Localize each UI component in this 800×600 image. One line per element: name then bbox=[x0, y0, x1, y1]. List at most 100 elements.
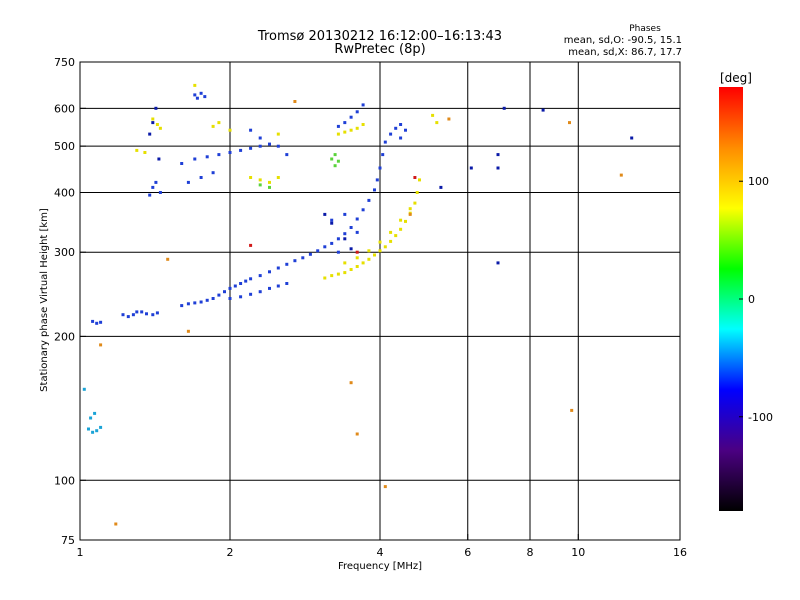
data-point bbox=[131, 313, 135, 317]
data-point bbox=[223, 290, 226, 294]
data-point bbox=[154, 180, 158, 184]
x-tick-label: 16 bbox=[673, 546, 687, 559]
data-point bbox=[199, 176, 203, 179]
data-point bbox=[399, 123, 403, 126]
data-point bbox=[568, 121, 571, 125]
data-point bbox=[361, 208, 365, 212]
data-point bbox=[151, 313, 155, 317]
data-point bbox=[349, 128, 353, 132]
data-point bbox=[148, 193, 152, 197]
data-point bbox=[268, 142, 271, 146]
data-point bbox=[99, 343, 103, 347]
x-axis-ticks: 1 2 4 6 8 10 16 bbox=[77, 534, 687, 559]
colorbar-ticks: 100 0 -100 bbox=[739, 175, 773, 424]
data-point bbox=[95, 429, 99, 433]
data-point bbox=[151, 185, 155, 189]
data-point bbox=[349, 226, 353, 229]
data-point bbox=[228, 151, 232, 154]
data-point bbox=[469, 166, 473, 170]
y-axis-ticks: 75 100 200 300 400 500 600 750 bbox=[54, 56, 86, 547]
data-point bbox=[93, 411, 97, 415]
data-point bbox=[496, 261, 500, 265]
data-point bbox=[355, 265, 359, 268]
data-point bbox=[244, 279, 248, 283]
data-point bbox=[383, 245, 387, 249]
data-point bbox=[249, 176, 253, 179]
data-point bbox=[619, 173, 623, 177]
data-point bbox=[217, 121, 221, 125]
data-point bbox=[126, 315, 130, 319]
data-point bbox=[415, 191, 419, 194]
data-point bbox=[203, 95, 207, 99]
data-point bbox=[343, 237, 347, 241]
data-point bbox=[336, 237, 340, 241]
data-point bbox=[431, 113, 435, 117]
data-point bbox=[394, 126, 398, 130]
x-tick-label: 10 bbox=[571, 546, 585, 559]
data-point bbox=[211, 124, 215, 128]
x-tick-label: 6 bbox=[464, 546, 471, 559]
data-point bbox=[148, 132, 152, 136]
data-point bbox=[276, 176, 280, 179]
data-point bbox=[343, 130, 347, 134]
data-point bbox=[195, 96, 199, 100]
data-point bbox=[233, 284, 237, 288]
data-point bbox=[394, 234, 398, 238]
data-point bbox=[211, 171, 215, 175]
data-point bbox=[541, 108, 545, 112]
stats-line-x: mean, sd,X: 86.7, 17.7 bbox=[568, 47, 682, 58]
data-point bbox=[151, 121, 155, 125]
data-point bbox=[268, 180, 271, 184]
data-point bbox=[413, 176, 417, 179]
data-point bbox=[155, 311, 159, 315]
data-point bbox=[361, 261, 365, 265]
data-point bbox=[355, 126, 359, 130]
data-point bbox=[502, 106, 506, 110]
data-point bbox=[330, 218, 334, 222]
data-point bbox=[630, 136, 634, 140]
x-axis-label: Frequency [MHz] bbox=[338, 561, 422, 572]
data-point bbox=[343, 212, 347, 216]
data-point bbox=[276, 132, 280, 136]
data-point bbox=[355, 432, 359, 436]
data-point bbox=[155, 123, 159, 126]
data-point bbox=[217, 153, 221, 157]
data-point bbox=[87, 427, 90, 431]
chart-title: Tromsø 20130212 16:12:00–16:13:43 bbox=[257, 29, 502, 44]
data-point bbox=[367, 257, 371, 261]
data-point bbox=[91, 319, 95, 323]
data-point bbox=[89, 416, 93, 420]
data-point bbox=[135, 310, 139, 314]
y-tick-label: 75 bbox=[61, 534, 75, 547]
data-point bbox=[439, 185, 443, 189]
data-point bbox=[249, 243, 253, 247]
data-point bbox=[435, 121, 439, 125]
data-point bbox=[199, 300, 203, 304]
data-point bbox=[383, 140, 387, 144]
data-point bbox=[268, 270, 271, 274]
data-point bbox=[355, 110, 359, 114]
x-tick-label: 4 bbox=[377, 546, 384, 559]
data-point bbox=[95, 321, 99, 325]
data-point bbox=[258, 144, 262, 148]
data-point bbox=[91, 430, 95, 434]
data-point bbox=[293, 100, 297, 103]
data-point bbox=[166, 257, 170, 261]
data-point bbox=[258, 178, 262, 182]
data-point bbox=[258, 183, 262, 187]
data-point bbox=[268, 286, 271, 290]
data-point bbox=[323, 245, 327, 249]
data-point bbox=[399, 227, 403, 231]
data-point bbox=[301, 256, 305, 260]
data-point bbox=[157, 157, 161, 161]
colorbar-tick-label: -100 bbox=[748, 411, 773, 424]
data-point bbox=[343, 261, 347, 265]
data-point bbox=[186, 329, 190, 333]
data-point bbox=[99, 320, 103, 324]
data-point bbox=[367, 198, 371, 202]
data-point bbox=[217, 293, 221, 297]
data-points bbox=[82, 83, 634, 526]
data-point bbox=[349, 247, 353, 251]
stats-title: Phases bbox=[629, 24, 661, 34]
